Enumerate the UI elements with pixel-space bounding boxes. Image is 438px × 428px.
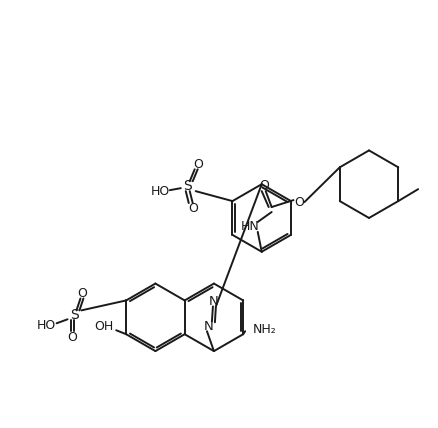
Text: O: O: [259, 178, 268, 192]
Text: O: O: [78, 287, 88, 300]
Text: N: N: [209, 295, 219, 308]
Text: O: O: [294, 196, 304, 208]
Text: HO: HO: [37, 319, 57, 332]
Text: OH: OH: [95, 320, 114, 333]
Text: HN: HN: [240, 220, 259, 233]
Text: O: O: [67, 331, 78, 344]
Text: S: S: [70, 308, 79, 322]
Text: HO: HO: [150, 184, 170, 198]
Text: S: S: [184, 179, 192, 193]
Text: N: N: [204, 320, 214, 333]
Text: O: O: [188, 202, 198, 214]
Text: NH₂: NH₂: [253, 323, 277, 336]
Text: O: O: [193, 158, 203, 171]
